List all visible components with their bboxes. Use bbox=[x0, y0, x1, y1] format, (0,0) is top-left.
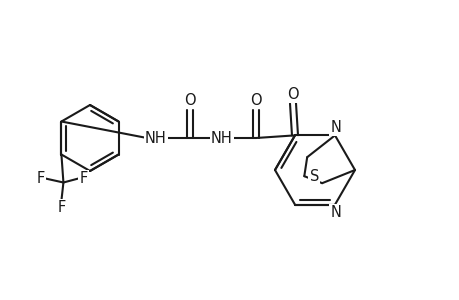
Text: S: S bbox=[309, 169, 318, 184]
Text: F: F bbox=[79, 171, 87, 186]
Text: O: O bbox=[184, 92, 196, 107]
Text: F: F bbox=[57, 200, 65, 215]
Text: O: O bbox=[250, 92, 261, 107]
Text: NH: NH bbox=[145, 130, 167, 146]
Text: N: N bbox=[330, 205, 341, 220]
Text: F: F bbox=[36, 171, 45, 186]
Text: O: O bbox=[286, 87, 298, 102]
Text: NH: NH bbox=[211, 130, 232, 146]
Text: N: N bbox=[330, 120, 341, 135]
